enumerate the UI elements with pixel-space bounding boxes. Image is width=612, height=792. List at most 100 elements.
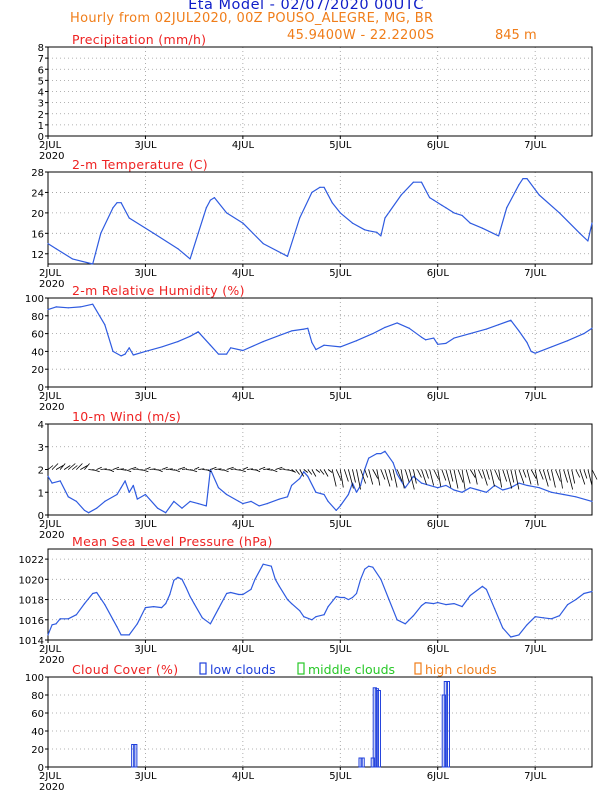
wind-arrow <box>465 469 471 484</box>
wind-arrow <box>412 469 417 484</box>
rh-point <box>230 347 232 349</box>
wind-arrow <box>133 468 139 470</box>
wind-arrow <box>72 465 78 470</box>
precip-xtick-label: 5JUL <box>329 140 352 151</box>
wind-arrow <box>80 465 88 470</box>
wind-arrow <box>295 469 300 475</box>
temp-point <box>286 255 289 257</box>
wind-arrow <box>246 468 253 470</box>
wind-point <box>469 487 471 489</box>
wind-arrow <box>335 469 342 481</box>
wind-point <box>87 512 90 514</box>
wind-arrow <box>380 469 386 480</box>
precip-ytick-label: 0 <box>38 132 44 143</box>
mslp-point <box>461 606 463 608</box>
rh-point <box>384 326 386 328</box>
mslp-point <box>185 586 187 589</box>
rh-point <box>518 330 520 332</box>
mslp-point <box>335 595 337 598</box>
mslp-point <box>128 634 130 636</box>
wind-xtick-label: 7JUL <box>524 519 547 530</box>
rh-title: 2-m Relative Humidity (%) <box>72 283 245 298</box>
precip-xtick-label: 4JUL <box>232 140 255 151</box>
mslp-point <box>558 615 561 617</box>
wind-arrow <box>218 469 224 471</box>
wind-point <box>104 500 106 502</box>
cloud-bar <box>376 690 381 768</box>
wind-arrow <box>421 469 427 485</box>
temp-point <box>120 202 122 204</box>
mslp-point <box>47 634 49 636</box>
legend-swatch-middle <box>297 662 305 675</box>
wind-arrow <box>502 469 508 482</box>
rh-frame <box>47 297 593 388</box>
mslp-point <box>161 607 163 609</box>
mslp-point <box>217 608 220 610</box>
temp-point <box>112 207 114 209</box>
temp-point <box>47 242 49 245</box>
mslp-point <box>83 603 86 605</box>
wind-arrow <box>96 466 102 470</box>
rh-xtick-label: 6JUL <box>427 391 450 402</box>
temp-point <box>380 235 382 237</box>
mslp-point <box>51 624 53 626</box>
rh-point <box>408 327 410 329</box>
temp-point <box>100 232 102 234</box>
wind-arrow <box>307 469 313 475</box>
rh-point <box>372 333 374 335</box>
wind-year-label: 2020 <box>39 530 64 541</box>
cloud-xtick-label: 4JUL <box>232 771 255 782</box>
precip-year-label: 2020 <box>39 151 64 162</box>
legend-label-middle: middle clouds <box>308 662 395 677</box>
mslp-ytick-label: 1016 <box>19 616 44 627</box>
wind-arrow <box>542 469 549 487</box>
mslp-xtick-label: 6JUL <box>427 644 450 655</box>
mslp-point <box>169 593 171 596</box>
wind-arrow <box>84 463 90 470</box>
rh-point <box>128 347 130 349</box>
rh-point <box>262 341 264 343</box>
subtitle: Hourly from 02JUL2020, 00Z POUSO_ALEGRE,… <box>70 11 434 26</box>
wind-point <box>266 503 268 505</box>
wind-arrow <box>376 469 381 486</box>
temp-point <box>506 207 508 209</box>
wind-point <box>315 491 317 493</box>
cloud-xtick-label: 6JUL <box>427 771 450 782</box>
wind-panel: 0 1 2 3 4 2JUL2020 3JUL 4JUL 5JUL 6JUL 7JUL 10-m Wi… <box>38 409 598 541</box>
rh-point <box>311 341 313 344</box>
cloud-bar <box>133 744 138 768</box>
wind-arrow <box>254 469 261 473</box>
wind-point <box>359 484 362 487</box>
mslp-xtick-label: 4JUL <box>232 644 255 655</box>
elevation: 845 m <box>495 28 537 43</box>
temp-point <box>226 212 228 214</box>
temp-point <box>587 240 589 242</box>
temp-point <box>339 212 341 214</box>
mslp-point <box>303 616 305 618</box>
wind-arrow <box>51 463 59 470</box>
wind-xtick-label: 5JUL <box>329 519 352 530</box>
wind-point <box>278 498 281 500</box>
wind-point <box>538 487 540 489</box>
mslp-title: Mean Sea Level Pressure (hPa) <box>72 534 273 549</box>
rh-point <box>124 353 126 355</box>
wind-point <box>197 503 199 505</box>
rh-point <box>510 319 512 321</box>
wind-xtick-label: 3JUL <box>134 519 157 530</box>
rh-point <box>420 336 423 338</box>
mslp-point <box>270 565 272 567</box>
rh-point <box>209 344 211 346</box>
cloud-ytick-label: 0 <box>38 763 44 774</box>
temp-point <box>579 232 581 234</box>
wind-arrow <box>100 468 107 470</box>
wind-point <box>335 509 337 512</box>
mslp-point <box>567 604 569 606</box>
mslp-point <box>388 598 390 601</box>
temp-panel: 12 16 20 24 28 2JUL2020 3JUL 4JUL 5JUL 6JUL 7JUL 2-… <box>31 157 593 290</box>
temp-series-line <box>47 178 593 265</box>
wind-point <box>392 462 394 464</box>
rh-ytick-label: 80 <box>31 312 44 323</box>
mslp-point <box>339 596 341 599</box>
